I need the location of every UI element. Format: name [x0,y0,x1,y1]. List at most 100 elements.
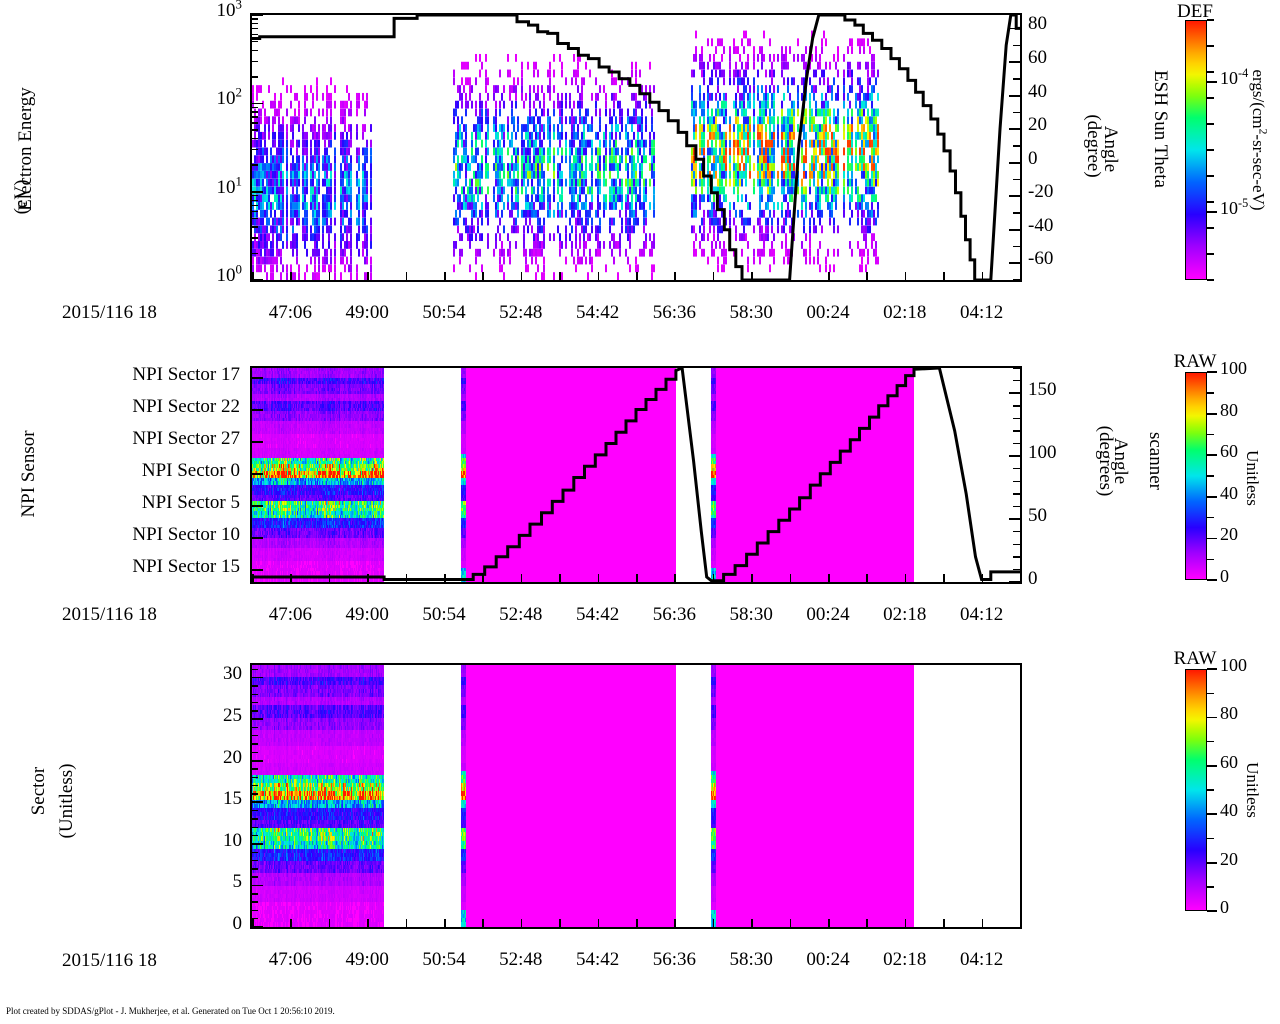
panel2-y-tick-label: NPI Sector 15 [132,556,240,578]
panel3-plot-area[interactable] [250,663,1022,929]
panel3-y-tick-label: 0 [232,913,243,934]
axis-tick [1207,537,1217,540]
panel2-right-y-tick-label: 150 [1028,379,1057,401]
axis-tick [328,272,331,280]
panel2-y-tick-label: NPI Sector 0 [141,459,240,481]
axis-tick [866,574,868,582]
panel1-y-tick-label: 101 [216,173,242,198]
panel3-colorbar[interactable] [1185,669,1207,911]
axis-tick [1013,430,1020,432]
panel3-y-tick-label: 30 [223,663,242,685]
axis-tick [712,272,715,280]
panel1-theta-trace [252,15,1020,280]
x-tick-label: 50:54 [422,604,466,625]
panel3-colorbar-tick-label: 80 [1220,703,1238,724]
panel2-colorbar-title: RAW [1150,351,1240,373]
axis-tick [636,919,638,927]
panel3-colorbar-tick-label: 40 [1220,800,1238,821]
axis-tick [1020,272,1022,280]
axis-tick [751,272,753,280]
axis-tick [789,574,792,582]
axis-tick [1207,201,1214,203]
axis-tick [789,919,792,927]
axis-tick [444,574,446,582]
panel2-colorbar-title-text: RAW [1173,351,1217,372]
axis-tick [1207,886,1214,888]
panel2-right-axis-unit: (degrees) [1094,396,1116,526]
axis-tick [1207,227,1214,229]
panel2-colorbar-tick-label: 60 [1220,441,1238,462]
axis-tick [1009,581,1020,583]
axis-tick [904,574,907,582]
panel2-spectrogram [252,368,1020,582]
axis-tick [1009,128,1020,131]
panel1-x-start-label: 2015/116 18 [62,302,157,324]
panel2-plot-area[interactable] [250,366,1022,584]
panel3-colorbar-title-text: RAW [1173,648,1217,669]
x-tick-label: 56:36 [652,604,697,625]
axis-tick [252,859,258,862]
panel1-colorbar-title: DEF [1150,1,1240,23]
axis-tick [290,272,292,280]
panel1-right-y-tick-label: 40 [1028,80,1047,102]
axis-tick [252,199,258,202]
axis-tick [1207,517,1214,519]
axis-tick [252,843,263,845]
panel2-scanner-trace [252,368,1020,582]
axis-tick [1207,19,1214,21]
axis-tick [1020,919,1022,927]
axis-tick [674,272,676,280]
axis-tick [1009,195,1020,198]
axis-tick [1207,97,1214,99]
panel2-scanner-path [252,368,1020,582]
axis-tick [981,574,984,582]
panel1-colorbar[interactable] [1185,20,1207,280]
axis-tick [904,919,907,927]
axis-tick [252,217,258,220]
axis-tick [252,701,258,704]
axis-tick [482,574,484,582]
axis-tick [252,106,258,109]
axis-tick [751,574,753,582]
x-tick-label: 47:06 [268,604,313,625]
axis-tick [866,272,868,280]
axis-tick [252,768,258,770]
x-tick-label: 49:00 [345,302,389,323]
axis-tick [1207,433,1214,436]
panel3-y-tick-label: 10 [223,829,242,851]
panel2-colorbar-tick-label: 100 [1220,358,1247,378]
axis-tick [328,919,331,927]
panel1-plot-area[interactable] [250,13,1022,282]
axis-tick [1020,574,1022,582]
panel2-colorbar-unit: Unitless [1242,418,1262,538]
x-tick-label: 58:30 [729,949,773,970]
x-tick-label: 54:42 [575,949,620,970]
x-tick-label: 52:48 [499,302,543,323]
x-tick-label: 52:48 [499,604,543,625]
axis-tick [444,919,446,927]
x-tick-label: 50:54 [422,302,466,323]
figure-footer-text: Plot created by SDDAS/gPlot - J. Mukherj… [6,1006,335,1016]
axis-tick [1207,45,1214,47]
x-tick-label: 58:30 [729,302,773,323]
axis-tick [252,190,263,193]
axis-tick [252,735,258,737]
axis-tick [252,226,258,228]
panel2-colorbar[interactable] [1185,372,1207,580]
x-tick-label: 02:18 [883,604,927,625]
axis-tick [252,76,258,78]
x-tick-label: 02:18 [883,302,927,323]
axis-tick [252,574,254,582]
axis-tick [1207,149,1214,151]
axis-tick [1207,837,1214,840]
axis-tick [1013,468,1020,470]
axis-tick [828,574,830,582]
panel2-colorbar-tick-label: 40 [1220,482,1238,503]
axis-tick [981,919,984,927]
panel1-right-y-tick-label: 0 [1028,147,1038,169]
panel3-colorbar-unit-text: Unitless [1243,762,1262,818]
axis-tick [367,574,369,582]
axis-tick [1207,392,1214,394]
panel1-y-tick-label: 102 [216,85,242,110]
axis-tick [252,668,258,670]
